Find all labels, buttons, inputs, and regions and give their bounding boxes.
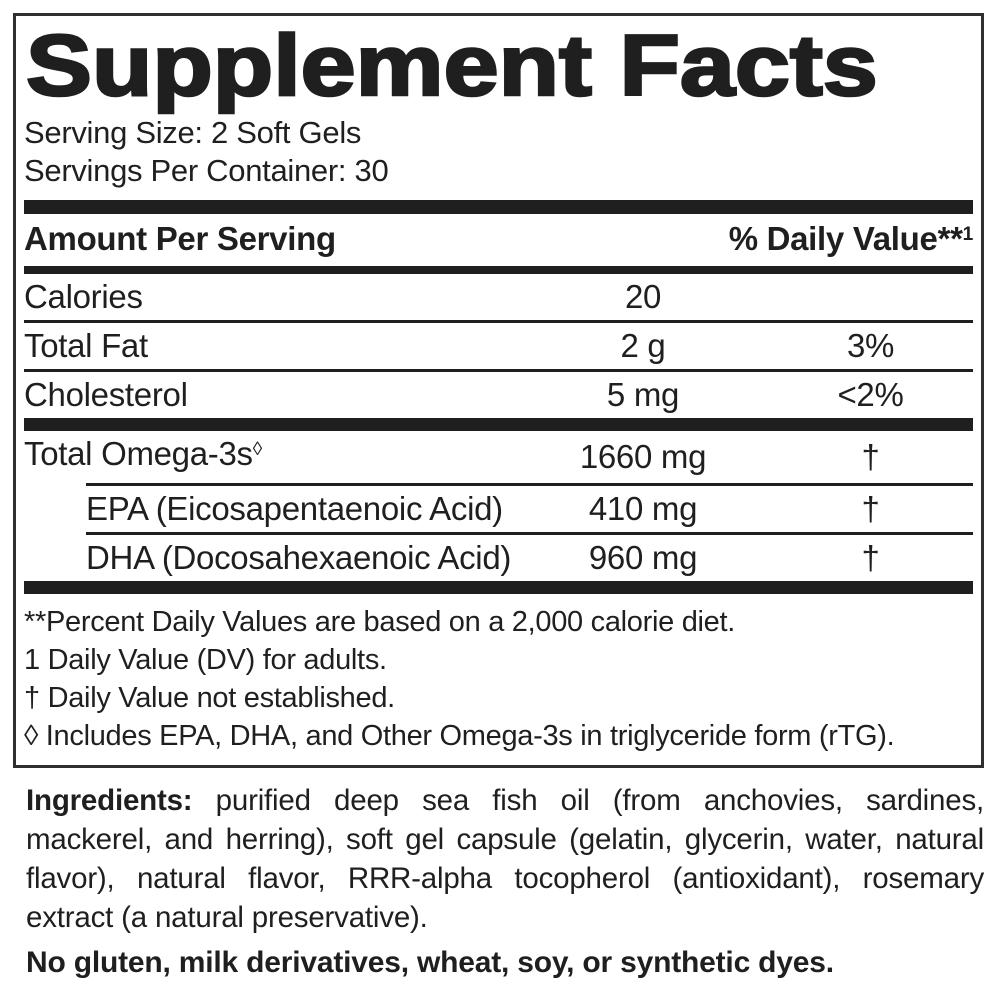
nutrient-amount: 410 mg	[588, 490, 698, 527]
footnote-percent-dv: **Percent Daily Values are based on a 2,…	[24, 606, 736, 638]
omega3-footnote-marker: ◊	[252, 439, 262, 461]
nutrient-daily-value: <2%	[837, 376, 904, 413]
servings-per-container-line: Servings Per Container: 30	[24, 153, 389, 188]
nutrient-daily-value: †	[861, 490, 880, 527]
table-header-row: Amount Per Serving % Daily Value**1	[24, 214, 973, 266]
nutrient-amount: 20	[624, 278, 662, 315]
row-divider	[24, 320, 973, 323]
footnote-dv-adults: 1 Daily Value (DV) for adults.	[24, 644, 387, 676]
nutrient-name: Total Fat	[24, 327, 148, 364]
supplement-facts-title: Supplement Facts	[25, 18, 880, 114]
daily-value-footnote-marker: 1	[962, 224, 974, 246]
ingredients-text: purified deep sea fish oil (from anchovi…	[26, 784, 984, 934]
footnote-diamond: ◊ Includes EPA, DHA, and Other Omega-3s …	[24, 720, 895, 752]
section-divider-bar	[24, 581, 973, 594]
nutrient-name: DHA (Docosahexaenoic Acid)	[86, 539, 512, 576]
nutrient-amount: 2 g	[620, 327, 666, 364]
nutrient-amount: 5 mg	[606, 376, 680, 413]
row-divider-indented	[86, 483, 973, 486]
ingredients-paragraph: Ingredients: purified deep sea fish oil …	[26, 781, 984, 937]
footnote-dagger: † Daily Value not established.	[24, 682, 395, 714]
nutrient-amount: 960 mg	[588, 539, 698, 576]
nutrient-daily-value: †	[861, 539, 880, 576]
row-divider	[24, 369, 973, 372]
row-divider-indented	[86, 532, 973, 535]
header-divider-bar	[24, 266, 973, 274]
serving-size-line: Serving Size: 2 Soft Gels	[24, 115, 362, 150]
nutrient-name: Calories	[24, 278, 143, 315]
nutrient-row-total-fat: Total Fat 2 g 3%	[24, 323, 973, 369]
allergen-statement: No gluten, milk derivatives, wheat, soy,…	[26, 946, 834, 979]
nutrient-row-calories: Calories 20	[24, 274, 973, 320]
nutrient-daily-value: 3%	[846, 327, 895, 364]
footnotes-block: **Percent Daily Values are based on a 2,…	[24, 594, 973, 757]
nutrient-name: EPA (Eicosapentaenoic Acid)	[86, 490, 503, 527]
amount-per-serving-header: Amount Per Serving	[24, 220, 336, 257]
nutrient-row-total-omega3s: Total Omega-3s◊ 1660 mg †	[24, 431, 973, 483]
nutrient-daily-value: †	[861, 438, 880, 475]
nutrient-name: Total Omega-3s◊	[24, 435, 262, 472]
nutrient-row-epa: EPA (Eicosapentaenoic Acid) 410 mg †	[24, 486, 973, 532]
nutrient-amount: 1660 mg	[579, 438, 707, 475]
thick-divider-bar	[24, 200, 973, 214]
nutrient-row-cholesterol: Cholesterol 5 mg <2%	[24, 372, 973, 418]
nutrient-name: Cholesterol	[24, 376, 188, 413]
ingredients-label: Ingredients:	[26, 784, 193, 817]
nutrient-row-dha: DHA (Docosahexaenoic Acid) 960 mg †	[24, 535, 973, 581]
supplement-facts-panel: Supplement Facts Serving Size: 2 Soft Ge…	[13, 13, 984, 768]
section-divider-bar	[24, 418, 973, 431]
daily-value-header: % Daily Value**1	[728, 220, 974, 257]
